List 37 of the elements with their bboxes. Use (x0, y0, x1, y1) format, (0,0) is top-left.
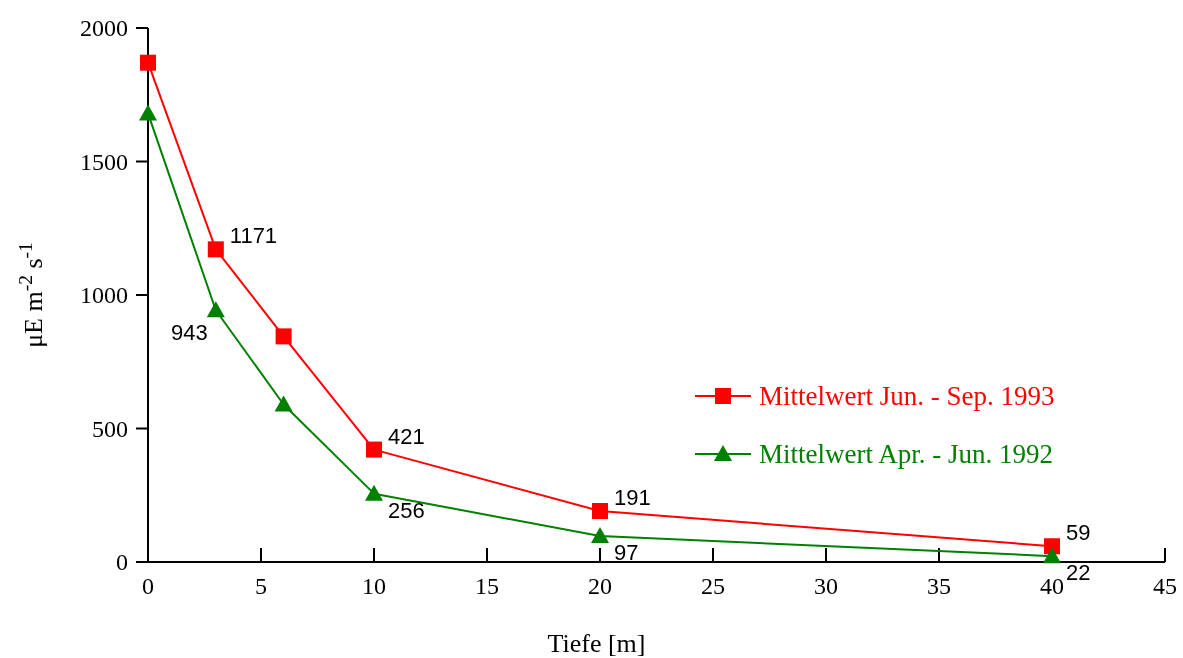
data-label: 1171 (229, 223, 278, 249)
point (591, 527, 609, 544)
x-axis-title: Tiefe [m] (547, 629, 646, 658)
point (140, 54, 156, 71)
point (365, 484, 383, 501)
x-tick-label: 15 (475, 573, 499, 599)
legend-label: Mittelwert Apr. - Jun. 1992 (759, 439, 1053, 469)
x-tick-label: 25 (701, 573, 725, 599)
x-tick-label: 10 (362, 573, 386, 599)
point (275, 328, 292, 345)
x-tick-label: 45 (1153, 573, 1177, 599)
legend-label: Mittelwert Jun. - Sep. 1993 (759, 381, 1055, 411)
point (1043, 547, 1061, 564)
point (139, 104, 157, 121)
data-label: 97 (614, 540, 639, 566)
data-label: 59 (1066, 520, 1091, 546)
data-label: 22 (1066, 560, 1091, 586)
point (592, 503, 608, 519)
x-tick-label: 20 (588, 573, 612, 599)
y-tick-label: 0 (116, 549, 128, 575)
y-tick-label: 1000 (80, 282, 128, 308)
data-label: 943 (171, 320, 208, 346)
y-tick-label: 2000 (80, 15, 128, 41)
data-label: 256 (388, 497, 425, 523)
x-tick-label: 40 (1040, 573, 1064, 599)
data-label: 421 (388, 423, 425, 449)
data-label: 191 (614, 485, 651, 510)
point (206, 301, 225, 318)
y-tick-label: 500 (92, 415, 128, 442)
point (366, 441, 382, 458)
y-tick-label: 1500 (80, 148, 128, 175)
point (274, 395, 293, 412)
x-tick-label: 30 (814, 573, 838, 599)
x-tick-label: 35 (927, 573, 951, 599)
point (207, 241, 224, 258)
x-tick-label: 0 (142, 573, 154, 599)
x-tick-label: 5 (255, 573, 267, 599)
